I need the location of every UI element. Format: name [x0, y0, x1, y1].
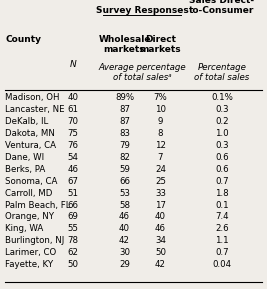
- Text: County: County: [5, 35, 41, 44]
- Text: Orange, NY: Orange, NY: [5, 212, 54, 221]
- Text: Dane, WI: Dane, WI: [5, 153, 45, 162]
- Text: 54: 54: [68, 153, 79, 162]
- Text: Sonoma, CA: Sonoma, CA: [5, 177, 58, 186]
- Text: 42: 42: [155, 260, 166, 269]
- Text: Burlington, NJ: Burlington, NJ: [5, 236, 65, 245]
- Text: 55: 55: [68, 224, 79, 234]
- Text: 33: 33: [155, 189, 166, 198]
- Text: King, WA: King, WA: [5, 224, 44, 234]
- Text: 0.6: 0.6: [215, 153, 229, 162]
- Text: 9: 9: [158, 117, 163, 126]
- Text: 46: 46: [155, 224, 166, 234]
- Text: 79: 79: [119, 141, 130, 150]
- Text: Direct
markets: Direct markets: [140, 35, 181, 54]
- Text: 25: 25: [155, 177, 166, 186]
- Text: 42: 42: [119, 236, 130, 245]
- Text: N: N: [70, 60, 77, 69]
- Text: 1.8: 1.8: [215, 189, 229, 198]
- Text: 87: 87: [119, 105, 130, 114]
- Text: 76: 76: [68, 141, 79, 150]
- Text: 67: 67: [68, 177, 79, 186]
- Text: 40: 40: [119, 224, 130, 234]
- Text: 51: 51: [68, 189, 79, 198]
- Text: 12: 12: [155, 141, 166, 150]
- Text: 0.6: 0.6: [215, 165, 229, 174]
- Text: 7.4: 7.4: [215, 212, 229, 221]
- Text: 0.7: 0.7: [215, 177, 229, 186]
- Text: Wholesale
markets: Wholesale markets: [98, 35, 151, 54]
- Text: Dakota, MN: Dakota, MN: [5, 129, 55, 138]
- Text: 82: 82: [119, 153, 130, 162]
- Text: 24: 24: [155, 165, 166, 174]
- Text: 10: 10: [155, 105, 166, 114]
- Text: 66: 66: [68, 201, 79, 210]
- Text: 50: 50: [68, 260, 79, 269]
- Text: 2.6: 2.6: [215, 224, 229, 234]
- Text: 0.7: 0.7: [215, 248, 229, 257]
- Text: 1.0: 1.0: [215, 129, 229, 138]
- Text: 29: 29: [119, 260, 130, 269]
- Text: 7%: 7%: [154, 93, 167, 102]
- Text: Census of
Agriculture
Sales Direct-
to-Consumer: Census of Agriculture Sales Direct- to-C…: [189, 0, 255, 16]
- Text: 0.3: 0.3: [215, 105, 229, 114]
- Text: 69: 69: [68, 212, 79, 221]
- Text: 1.1: 1.1: [215, 236, 229, 245]
- Text: 89%: 89%: [115, 93, 134, 102]
- Text: 46: 46: [68, 165, 79, 174]
- Text: Larimer, CO: Larimer, CO: [5, 248, 57, 257]
- Text: 50: 50: [155, 248, 166, 257]
- Text: 75: 75: [68, 129, 79, 138]
- Text: Survey Responses: Survey Responses: [96, 6, 189, 16]
- Text: Palm Beach, FL: Palm Beach, FL: [5, 201, 71, 210]
- Text: Fayette, KY: Fayette, KY: [5, 260, 53, 269]
- Text: 34: 34: [155, 236, 166, 245]
- Text: Percentage
of total sales: Percentage of total sales: [194, 63, 250, 82]
- Text: 87: 87: [119, 117, 130, 126]
- Text: 0.1%: 0.1%: [211, 93, 233, 102]
- Text: 78: 78: [68, 236, 79, 245]
- Text: Ventura, CA: Ventura, CA: [5, 141, 56, 150]
- Text: Berks, PA: Berks, PA: [5, 165, 46, 174]
- Text: 17: 17: [155, 201, 166, 210]
- Text: 53: 53: [119, 189, 130, 198]
- Text: 8: 8: [158, 129, 163, 138]
- Text: 58: 58: [119, 201, 130, 210]
- Text: 61: 61: [68, 105, 79, 114]
- Text: 59: 59: [119, 165, 130, 174]
- Text: 0.3: 0.3: [215, 141, 229, 150]
- Text: 66: 66: [119, 177, 130, 186]
- Text: Lancaster, NE: Lancaster, NE: [5, 105, 65, 114]
- Text: Madison, OH: Madison, OH: [5, 93, 60, 102]
- Text: DeKalb, IL: DeKalb, IL: [5, 117, 49, 126]
- Text: 40: 40: [68, 93, 79, 102]
- Text: 7: 7: [158, 153, 163, 162]
- Text: 70: 70: [68, 117, 79, 126]
- Text: Average percentage
of total salesᵃ: Average percentage of total salesᵃ: [99, 63, 186, 82]
- Text: 0.1: 0.1: [215, 201, 229, 210]
- Text: 62: 62: [68, 248, 79, 257]
- Text: 40: 40: [155, 212, 166, 221]
- Text: 0.04: 0.04: [212, 260, 231, 269]
- Text: 83: 83: [119, 129, 130, 138]
- Text: 46: 46: [119, 212, 130, 221]
- Text: 30: 30: [119, 248, 130, 257]
- Text: 0.2: 0.2: [215, 117, 229, 126]
- Text: Carroll, MD: Carroll, MD: [5, 189, 53, 198]
